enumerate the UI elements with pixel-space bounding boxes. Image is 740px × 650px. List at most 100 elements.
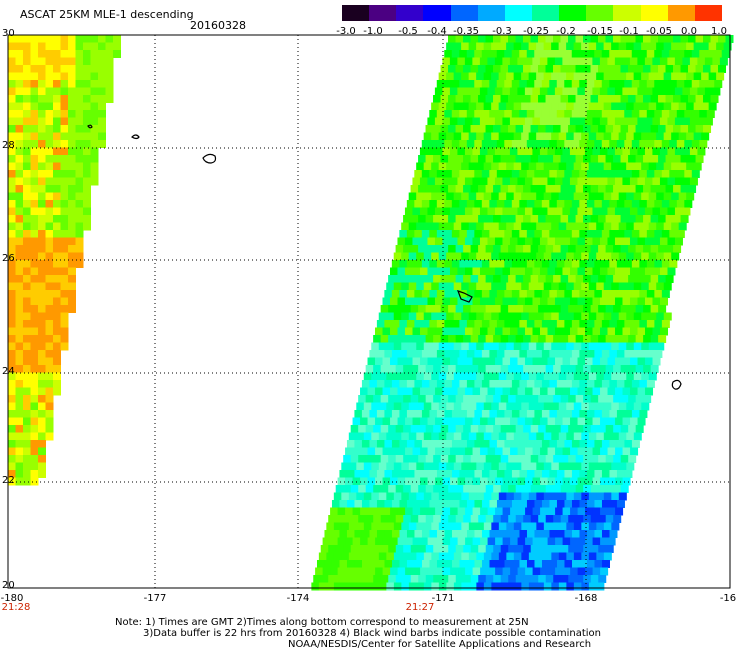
swath-cell — [601, 530, 610, 538]
swath-cell — [489, 200, 498, 208]
swath-cell — [519, 140, 528, 148]
swath-cell — [388, 485, 397, 493]
swath-cell — [525, 417, 534, 426]
swath-cell — [30, 380, 39, 388]
swath-cell — [358, 395, 367, 403]
swath-cell — [457, 477, 466, 486]
swath-cell — [435, 447, 444, 456]
swath-cell — [388, 275, 397, 283]
swath-cell — [658, 185, 667, 193]
swath-cell — [425, 575, 434, 583]
swath-cell — [60, 290, 69, 298]
swath-cell — [45, 237, 54, 246]
swath-cell — [60, 297, 69, 306]
swath-cell — [38, 395, 46, 403]
swath-cell — [446, 252, 455, 261]
swath-cell — [573, 312, 582, 321]
swath-cell — [416, 552, 425, 561]
swath-cell — [628, 35, 636, 43]
swath-cell — [474, 500, 483, 508]
swath-cell — [556, 200, 565, 208]
swath-cell — [446, 432, 455, 441]
swath-cell — [75, 230, 84, 238]
swath-cell — [641, 162, 650, 171]
swath-cell — [38, 80, 46, 88]
swath-cell — [498, 282, 507, 291]
swath-cell — [463, 515, 472, 523]
swath-cell — [420, 507, 429, 516]
swath-cell — [637, 237, 646, 246]
swath-cell — [416, 522, 425, 531]
swath-cell — [38, 372, 46, 381]
swath-cell — [15, 95, 24, 103]
swath-cell — [45, 365, 54, 373]
swath-cell — [68, 185, 76, 193]
swath-cell — [15, 365, 24, 373]
swath-cell — [481, 380, 490, 388]
swath-cell — [53, 245, 61, 253]
swath-cell — [60, 117, 69, 126]
swath-cell — [461, 102, 470, 111]
swath-cell — [470, 125, 479, 133]
swath-cell — [511, 320, 520, 328]
swath-cell — [455, 155, 464, 163]
swath-cell — [444, 50, 453, 58]
swath-cell — [500, 245, 509, 253]
swath-cell — [53, 162, 61, 171]
swath-cell — [30, 185, 39, 193]
swath-cell — [45, 80, 54, 88]
swath-cell — [60, 215, 69, 223]
swath-cell — [363, 372, 372, 381]
swath-cell — [517, 267, 526, 276]
swath-cell — [470, 335, 479, 343]
swath-cell — [676, 230, 685, 238]
swath-cell — [405, 447, 414, 456]
swath-cell — [23, 72, 31, 81]
swath-cell — [639, 380, 648, 388]
swath-cell — [523, 395, 532, 403]
swath-cell — [90, 155, 99, 163]
swath-cell — [436, 380, 445, 388]
swath-cell — [646, 350, 655, 358]
swath-cell — [434, 207, 443, 216]
swath-cell — [38, 312, 46, 321]
swath-cell — [590, 425, 599, 433]
swath-cell — [519, 530, 528, 538]
swath-cell — [421, 230, 430, 238]
swath-cell — [75, 132, 84, 141]
swath-cell — [577, 357, 586, 366]
swath-cell — [448, 485, 457, 493]
swath-cell — [38, 462, 46, 471]
swath-cell — [53, 237, 61, 246]
swath-cell — [433, 215, 442, 223]
swath-cell — [605, 515, 614, 523]
swath-cell — [433, 95, 442, 103]
swath-cell — [421, 410, 430, 418]
swath-cell — [434, 117, 443, 126]
swath-cell — [547, 147, 556, 156]
swath-cell — [53, 177, 61, 186]
swath-cell — [706, 110, 715, 118]
swath-cell — [397, 417, 406, 426]
swath-cell — [489, 410, 498, 418]
swath-cell — [465, 537, 474, 546]
swath-cell — [691, 170, 700, 178]
swath-cell — [474, 140, 483, 148]
swath-cell — [470, 455, 479, 463]
swath-cell — [547, 447, 556, 456]
swath-cell — [489, 440, 498, 448]
swath-cell — [30, 72, 39, 81]
swath-cell — [491, 282, 500, 291]
swath-cell — [590, 305, 599, 313]
swath-cell — [566, 102, 575, 111]
swath-cell — [513, 192, 522, 201]
swath-cell — [616, 80, 625, 88]
swath-cell — [631, 380, 640, 388]
swath-cell — [588, 42, 597, 51]
swath-cell — [626, 402, 635, 411]
swath-cell — [438, 522, 447, 531]
swath-cell — [382, 297, 391, 306]
swath-cell — [472, 567, 481, 576]
swath-cell — [68, 72, 76, 81]
swath-cell — [53, 102, 61, 111]
